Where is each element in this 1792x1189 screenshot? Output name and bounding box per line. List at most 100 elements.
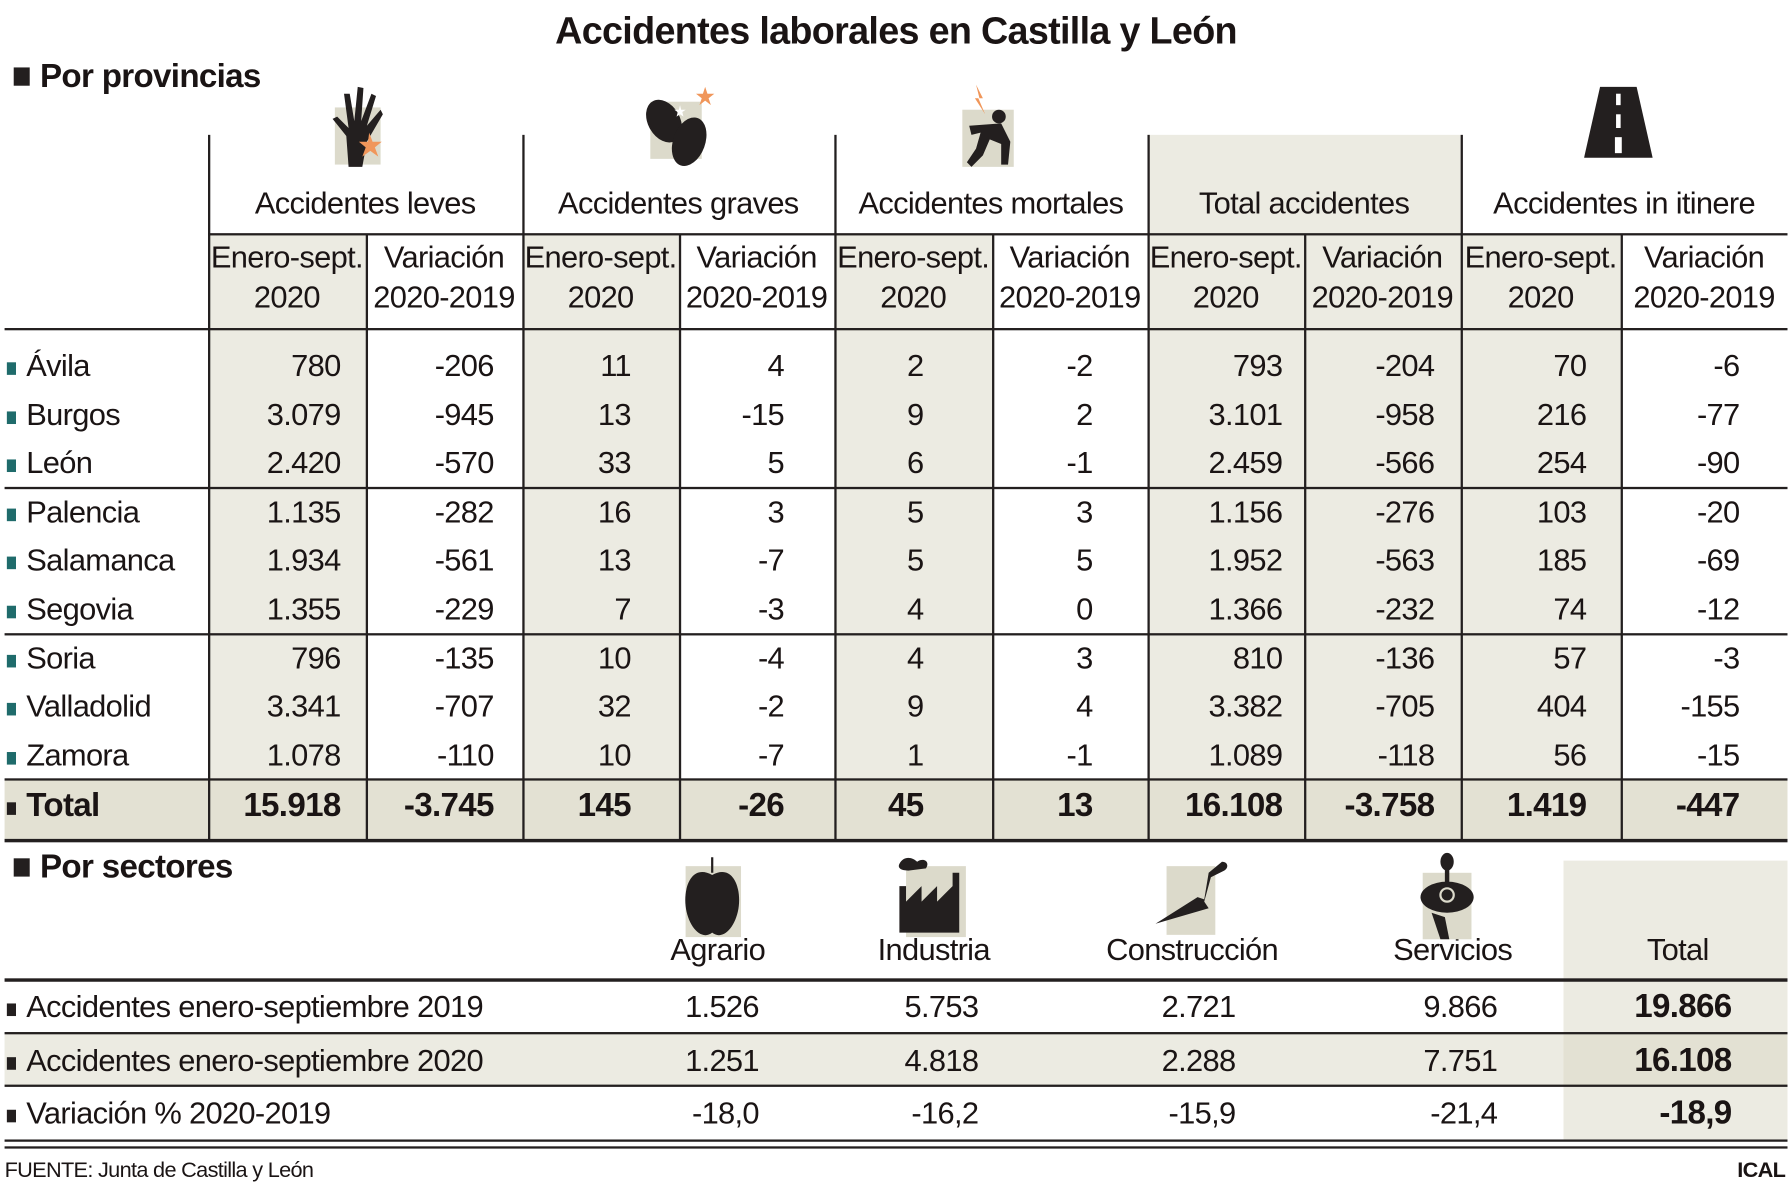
cell-value: -155 <box>1680 689 1740 724</box>
cell-value: 19.866 <box>1634 988 1732 1026</box>
cell-value: 2 <box>906 348 924 383</box>
cell-value: -77 <box>1696 397 1740 432</box>
cell-value: 2.721 <box>1161 989 1236 1025</box>
cell-value: -3 <box>1713 640 1740 675</box>
section-heading-text: Por provincias <box>40 58 261 95</box>
shaded-column-total <box>1563 860 1788 1140</box>
group-header: Accidentes mortales <box>858 186 1124 221</box>
bullet-icon <box>6 605 17 619</box>
waiter-tray-icon <box>1420 852 1474 940</box>
cell-value: 9 <box>906 689 924 724</box>
cell-value: 1.078 <box>266 738 341 773</box>
subheader-line2: 2020-2019 <box>685 280 828 315</box>
cell-value: -136 <box>1375 640 1435 675</box>
column-divider <box>992 234 994 841</box>
province-label: Ávila <box>26 348 90 383</box>
province-label: Segovia <box>26 592 134 627</box>
shaded-row <box>4 1033 1564 1086</box>
column-divider <box>1620 234 1623 841</box>
bullet-icon <box>6 557 17 570</box>
cell-value: -707 <box>434 689 495 724</box>
sector-header: Total <box>1646 932 1709 967</box>
sector-header: Agrario <box>670 932 766 967</box>
cell-value: -20 <box>1696 494 1740 529</box>
cell-value: -1 <box>1066 738 1094 773</box>
group-header: Accidentes graves <box>558 186 799 221</box>
group-header: Total accidentes <box>1198 186 1410 221</box>
cell-value: -12 <box>1696 592 1740 627</box>
cell-value: -135 <box>434 640 495 675</box>
cell-value: 5 <box>906 543 924 578</box>
cell-value: -90 <box>1696 445 1740 481</box>
cell-value: 4 <box>906 640 924 675</box>
credit: ICAL <box>1737 1158 1786 1183</box>
bullet-icon <box>6 654 17 667</box>
injured-hand-icon <box>332 86 383 167</box>
group-header: Accidentes leves <box>254 186 476 221</box>
cell-value: 32 <box>597 689 632 724</box>
source-note: FUENTE: Junta de Castilla y León <box>4 1158 314 1183</box>
bullet-icon <box>6 802 17 815</box>
cell-value: -16,2 <box>911 1096 979 1131</box>
table-row: Burgos 3.079 -945 13 -15 9 2 3.101 -958 216 -77 <box>0 397 1792 434</box>
table-row: Accidentes enero-septiembre 2019 1.526 5.7… <box>0 990 1792 1027</box>
subheader-line2: 2020 <box>1507 280 1575 315</box>
cell-value: 5.753 <box>904 989 979 1025</box>
cell-value: 7.751 <box>1423 1042 1498 1078</box>
cell-value: 1.089 <box>1208 738 1283 773</box>
province-label: Palencia <box>26 494 140 529</box>
bullet-icon <box>6 703 17 716</box>
subheader-line2: 2020 <box>1192 280 1260 315</box>
subheader-line1: Enero-sept. <box>1149 240 1303 275</box>
cell-value: 5 <box>767 445 785 481</box>
subheader-line1: Enero-sept. <box>210 240 364 275</box>
total-bottom-rule <box>4 838 1788 842</box>
province-name: Burgos <box>6 397 121 432</box>
row-label-text: Variación % 2020-2019 <box>26 1096 331 1131</box>
total-value: 13 <box>1057 787 1093 825</box>
cell-value: 0 <box>1076 592 1093 627</box>
table-row: Ávila 780 -206 11 4 2 -2 793 -204 70 -6 <box>0 349 1792 386</box>
table-row: Soria 796 -135 10 -4 4 3 810 -136 57 -3 <box>0 641 1792 678</box>
cell-value: 3 <box>1076 494 1093 529</box>
cell-value: -1 <box>1066 445 1094 481</box>
cell-value: 4 <box>767 348 785 383</box>
cell-value: 16 <box>597 494 632 529</box>
injured-foot-icon <box>645 86 714 166</box>
sector-header: Construcción <box>1106 932 1279 967</box>
table-row: Variación % 2020-2019 -18,0 -16,2 -15,9 -21,… <box>0 1096 1792 1133</box>
shaded-column <box>1460 234 1621 780</box>
province-name: Soria <box>6 640 96 675</box>
bullet-icon <box>6 1056 17 1070</box>
group-divider <box>4 486 1788 489</box>
cell-value: 3.101 <box>1208 397 1283 432</box>
subheader-line2: 2020 <box>880 280 947 315</box>
row-label: Accidentes enero-septiembre 2020 <box>6 1042 484 1078</box>
cell-value: 1.135 <box>266 494 341 529</box>
cell-value: 185 <box>1536 543 1587 578</box>
cell-value: -110 <box>436 738 494 773</box>
row-label-text: Accidentes enero-septiembre 2020 <box>26 1042 483 1078</box>
subheader-line1: Variación <box>1009 240 1131 275</box>
province-label: Valladolid <box>26 689 151 724</box>
cell-value: -69 <box>1696 543 1740 578</box>
table-row: Palencia 1.135 -282 16 3 5 3 1.156 -276 103 -20 <box>0 495 1792 532</box>
bullet-icon <box>6 410 17 424</box>
cell-value: -15 <box>1696 738 1740 773</box>
province-label: Soria <box>26 640 95 675</box>
cell-value: 5 <box>906 494 924 529</box>
province-label: Zamora <box>26 738 129 773</box>
subheader-line2: 2020 <box>567 280 635 315</box>
cell-value: 4.818 <box>904 1042 979 1078</box>
cell-value: -958 <box>1375 397 1435 432</box>
bullet-icon <box>6 508 17 521</box>
cell-value: -7 <box>757 543 785 578</box>
cell-value: 1.156 <box>1208 494 1283 529</box>
cell-value: -118 <box>1377 738 1435 773</box>
header-bottom-rule <box>4 328 1788 331</box>
cell-value: 57 <box>1553 640 1587 675</box>
province-name: Salamanca <box>6 543 175 578</box>
province-name: Segovia <box>6 592 134 627</box>
subheader-line1: Variación <box>1643 240 1765 275</box>
subheader-line1: Enero-sept. <box>1464 240 1618 275</box>
